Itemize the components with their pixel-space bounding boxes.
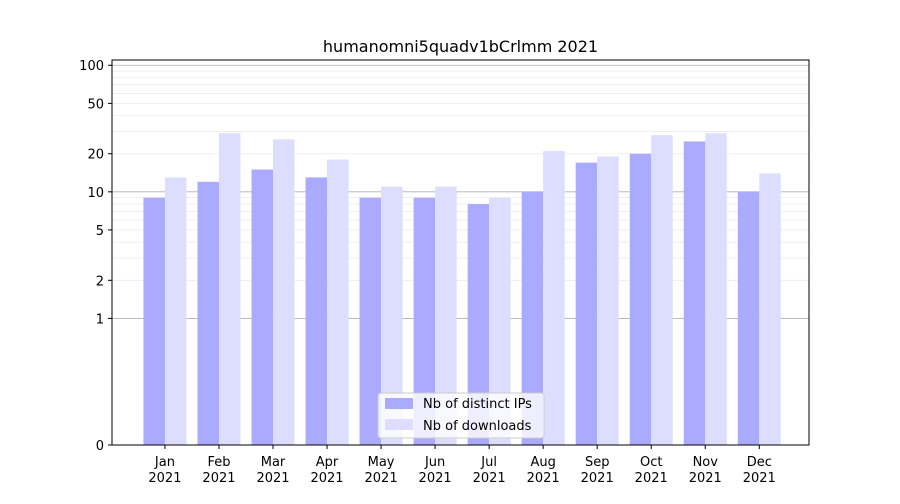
x-tick-label: Sep 2021 [581,455,614,486]
legend-swatch-downloads [385,419,413,430]
bar-distinct-ips [251,169,274,445]
y-tick-label: 100 [79,59,104,74]
y-tick-label: 5 [96,224,104,239]
y-tick-label: 20 [87,148,104,163]
x-tick-label: Dec 2021 [743,455,776,486]
bar-downloads [759,173,781,445]
bar-distinct-ips [521,191,544,445]
bar-downloads [327,159,349,445]
bar-distinct-ips [143,197,165,445]
x-tick-label: May 2021 [365,455,398,486]
bar-downloads [218,133,241,445]
y-tick-label: 0 [96,439,104,454]
y-tick-label: 50 [87,97,104,112]
bar-downloads [597,156,619,446]
legend-box [377,392,545,439]
chart-title: humanomni5quadv1bCrlmm 2021 [323,37,598,56]
x-tick-label: Jul 2021 [473,455,506,486]
x-tick-label: Apr 2021 [310,455,343,486]
bar-downloads [489,197,511,445]
bar-downloads [164,177,187,446]
bar-downloads [651,135,673,445]
legend-label-distinct-ips: Nb of distinct IPs [423,397,532,412]
bars [143,133,781,446]
y-tick-label: 2 [96,274,104,289]
legend: Nb of distinct IPs Nb of downloads [377,392,545,439]
x-tick-label: Mar 2021 [256,455,289,486]
bar-downloads [381,186,403,446]
bar-distinct-ips [197,181,219,445]
bar-distinct-ips [413,197,436,445]
x-tick-label: Oct 2021 [635,455,668,486]
bar-distinct-ips [629,153,652,446]
bar-distinct-ips [359,197,382,445]
y-axis: 0 1 2 5 10 20 50 100 [79,59,112,454]
bar-downloads [435,186,457,446]
y-tick-label: 1 [96,312,104,327]
x-tick-label: Jan 2021 [148,455,181,486]
bar-downloads [705,133,727,445]
bar-distinct-ips [683,141,706,445]
x-axis: Jan 2021 Feb 2021 Mar 2021 Apr 2021 May 2021 Jun 20… [148,445,776,486]
bar-distinct-ips [305,177,328,446]
bar-distinct-ips [467,204,490,445]
legend-label-downloads: Nb of downloads [423,419,532,434]
bar-distinct-ips [575,162,598,445]
bar-distinct-ips [737,191,760,445]
x-tick-label: Feb 2021 [202,455,235,486]
legend-swatch-distinct-ips [385,398,413,409]
x-tick-label: Jun 2021 [419,455,452,486]
y-tick-label: 10 [87,186,104,201]
x-tick-label: Aug 2021 [527,455,560,486]
plot-frame [111,59,810,446]
x-tick-label: Nov 2021 [689,455,722,486]
bar-downloads [543,151,565,445]
bar-downloads [273,139,295,445]
